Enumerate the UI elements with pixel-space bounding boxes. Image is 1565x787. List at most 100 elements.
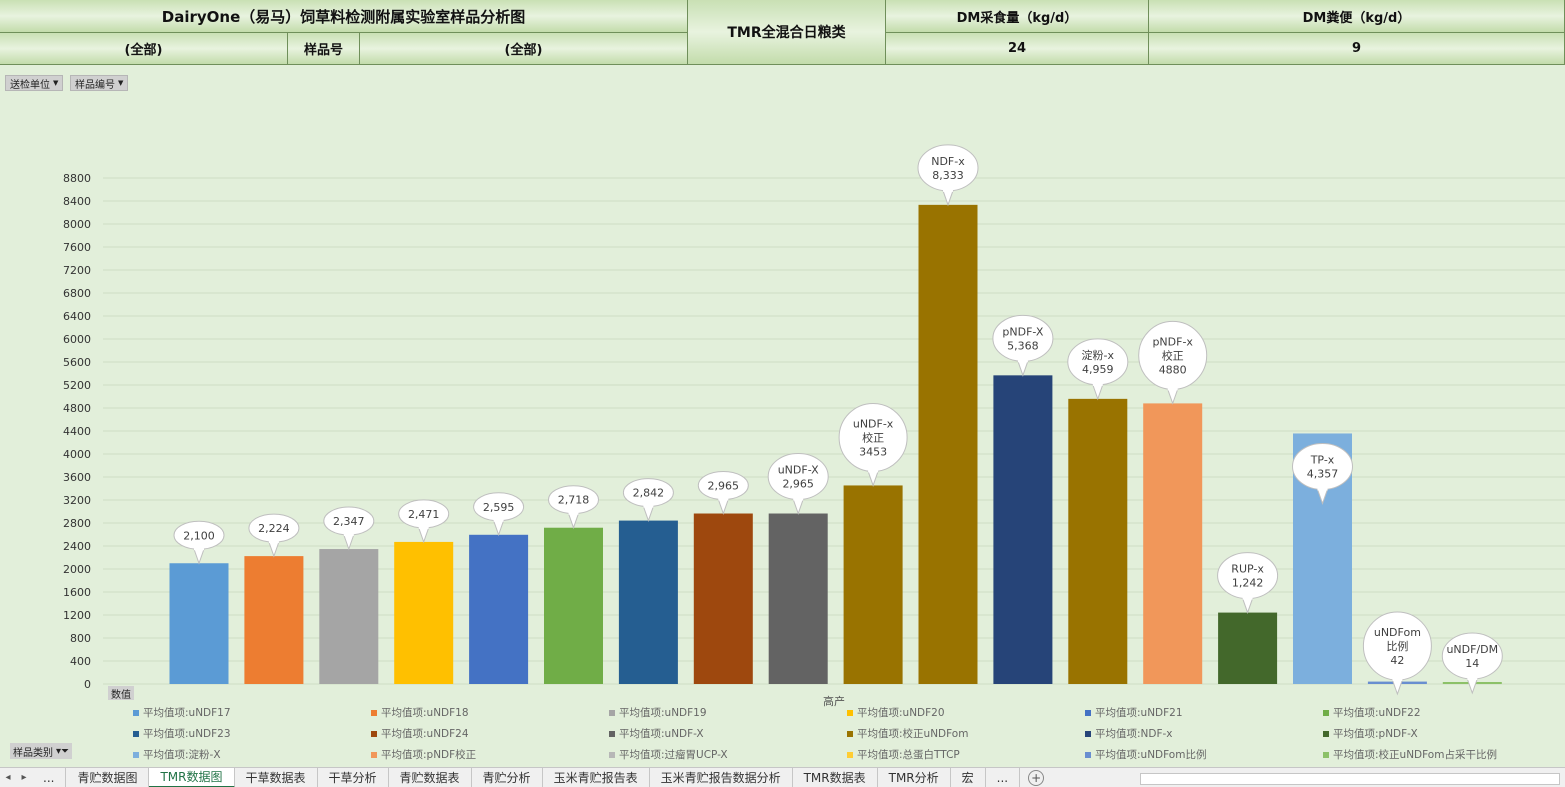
sheet-tab[interactable]: TMR数据图 [149,767,235,787]
y-tick-label: 5600 [63,356,91,369]
legend-entry[interactable]: 平均值项:淀粉-X [133,747,221,762]
callout-joint [1317,485,1328,491]
sheet-tab[interactable]: 干草分析 [318,767,389,787]
tab-scroll-right-icon[interactable]: ▸ [21,772,27,783]
data-label: 2,842 [633,487,665,500]
legend-label: 平均值项:uNDF23 [143,728,231,740]
sheet-tab[interactable]: 玉米青贮报告数据分析 [650,767,793,787]
y-tick-label: 800 [70,632,91,645]
legend-swatch [1323,730,1329,737]
bar [1068,398,1128,684]
legend-label: 平均值项:uNDF22 [1333,707,1421,719]
values-field-button[interactable]: 数值 [108,686,134,701]
callout-bubble [1441,632,1503,680]
data-label-callout: uNDF-X2,965 [767,453,829,516]
data-label-callout: 2,595 [473,492,525,537]
legend-entry[interactable]: 平均值项:uNDF17 [133,705,231,720]
data-label: 42 [1390,654,1404,667]
callout-joint [1392,676,1403,681]
sheet-tab[interactable]: 干草数据表 [235,767,318,787]
legend-entry[interactable]: 平均值项:pNDF校正 [371,747,476,762]
data-label-callout: TP-x4,357 [1292,442,1353,505]
legend-entry[interactable]: 平均值项:uNDF21 [1085,705,1183,720]
bar [993,375,1053,684]
sheet-tab[interactable]: TMR数据表 [793,767,878,787]
legend-label: 平均值项:uNDF-X [619,728,704,740]
legend-swatch [133,709,139,716]
sheet-tab[interactable]: 青贮分析 [472,767,543,787]
x-axis-label: 高产 [823,695,845,708]
legend-entry[interactable]: 平均值项:uNDF19 [609,705,707,720]
data-label: 8,333 [932,169,964,182]
tab-scroll-left-icon[interactable]: ◂ [5,772,11,783]
data-label-callout: 2,347 [323,506,375,551]
tab-more-right[interactable]: ... [986,767,1021,787]
y-tick-label: 8400 [63,195,91,208]
legend-swatch [371,709,377,716]
sheet-tab[interactable]: 青贮数据表 [389,767,472,787]
legend-entry[interactable]: 平均值项:校正uNDFom [847,726,968,741]
callout-joint [268,538,279,544]
legend-label: 平均值项:过瘤胃UCP-X [619,749,728,761]
data-label: uNDF-X [778,464,819,477]
legend-entry[interactable]: 平均值项:uNDF23 [133,726,231,741]
y-tick-label: 2000 [63,563,91,576]
tab-more-left[interactable]: ... [32,767,67,787]
sample-number-label: 样品号 [288,33,360,65]
bar [918,204,978,685]
data-label-callout: 2,718 [548,485,599,530]
data-label: uNDF-x [853,417,894,430]
bar [244,556,304,684]
data-label: 2,347 [333,515,365,528]
add-sheet-icon[interactable]: + [1028,769,1045,786]
legend-entry[interactable]: 平均值项:uNDF20 [847,705,945,720]
data-label: 2,965 [782,478,814,491]
legend-label: 平均值项:uNDF21 [1095,707,1183,719]
legend-entry[interactable]: 平均值项:uNDFom比例 [1085,747,1206,762]
data-label-callout: RUP-x1,242 [1217,552,1279,615]
legend-entry[interactable]: 平均值项:uNDF24 [371,726,469,741]
data-label: 4,959 [1082,363,1114,376]
dm-intake-value: 24 [886,33,1149,65]
data-label: pNDF-X [1002,325,1043,338]
y-tick-label: 400 [70,655,91,668]
sheet-tab[interactable]: 宏 [951,767,986,787]
callout-joint [343,531,354,537]
legend-entry[interactable]: 平均值项:校正uNDFom占采干比例 [1323,747,1497,762]
legend-swatch [609,709,615,716]
legend-entry[interactable]: 平均值项:过瘤胃UCP-X [609,747,728,762]
sheet-tab[interactable]: 青贮数据图 [66,767,150,787]
sample-no-slicer-button[interactable]: 样品编号 ▼ [70,75,129,91]
data-label: NDF-x [931,155,965,168]
sheet-tab[interactable]: TMR分析 [878,767,951,787]
data-label: 5,368 [1007,339,1039,352]
legend-label: 平均值项:uNDF20 [857,707,945,719]
y-tick-label: 1600 [63,586,91,599]
callout-joint [943,186,953,192]
legend-entry[interactable]: 平均值项:总蛋白TTCP [847,747,960,762]
dm-feces-value: 9 [1149,33,1565,65]
bar [544,527,603,684]
unit-slicer-button[interactable]: 送检单位 ▼ [5,75,64,91]
bar-chart: 0 400 800 1200 1600 2000 2400 2800 3200 3600 4000 4… [63,144,1565,696]
unit-filter-value[interactable]: (全部) [0,33,288,65]
category-filter-label: 样品类别 [13,747,53,759]
tmr-category-label: TMR全混合日粮类 [688,0,886,65]
legend-entry[interactable]: 平均值项:uNDF-X [609,726,704,741]
legend-swatch [609,751,615,758]
data-label-callout: 2,471 [398,499,450,544]
legend-swatch [371,751,377,758]
sample-filter-value[interactable]: (全部) [360,33,688,65]
y-tick-label: 7600 [63,241,91,254]
y-tick-label: 8000 [63,218,91,231]
legend-entry[interactable]: 平均值项:NDF-x [1085,726,1173,741]
legend-entry[interactable]: 平均值项:pNDF-X [1323,726,1418,741]
sheet-tab[interactable]: 玉米青贮报告表 [543,767,650,787]
legend-entry[interactable]: 平均值项:uNDF18 [371,705,469,720]
category-filter-button[interactable]: 样品类别 ▾⏷ [10,743,73,759]
legend-entry[interactable]: 平均值项:uNDF22 [1323,705,1421,720]
horizontal-scrollbar[interactable] [1140,773,1560,785]
legend-swatch [1323,751,1329,758]
dropdown-arrow-icon: ▼ [53,79,59,87]
